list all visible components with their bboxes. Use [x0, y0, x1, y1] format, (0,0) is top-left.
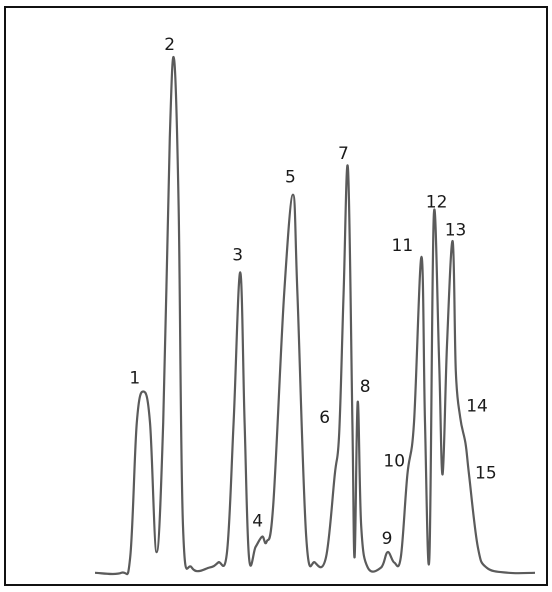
peak-label-3: 3 — [232, 245, 243, 265]
peak-label-12: 12 — [426, 192, 448, 212]
chromatogram-trace — [94, 55, 536, 576]
peak-label-6: 6 — [319, 408, 330, 428]
peak-label-5: 5 — [285, 168, 296, 188]
peak-label-8: 8 — [360, 377, 371, 397]
peak-label-1: 1 — [129, 369, 140, 389]
peak-label-4: 4 — [252, 512, 263, 532]
chart-frame — [4, 6, 548, 586]
peak-label-11: 11 — [392, 236, 414, 256]
peak-label-14: 14 — [466, 396, 488, 416]
peak-label-2: 2 — [164, 35, 175, 55]
peak-label-15: 15 — [475, 463, 497, 483]
peak-label-10: 10 — [383, 451, 405, 471]
peak-label-9: 9 — [382, 529, 393, 549]
peak-label-13: 13 — [445, 220, 467, 240]
peak-label-7: 7 — [338, 144, 349, 164]
